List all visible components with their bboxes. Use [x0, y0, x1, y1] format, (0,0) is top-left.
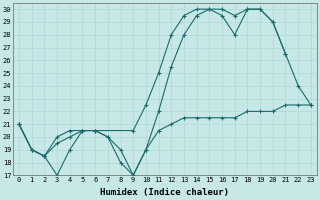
X-axis label: Humidex (Indice chaleur): Humidex (Indice chaleur) — [100, 188, 229, 197]
